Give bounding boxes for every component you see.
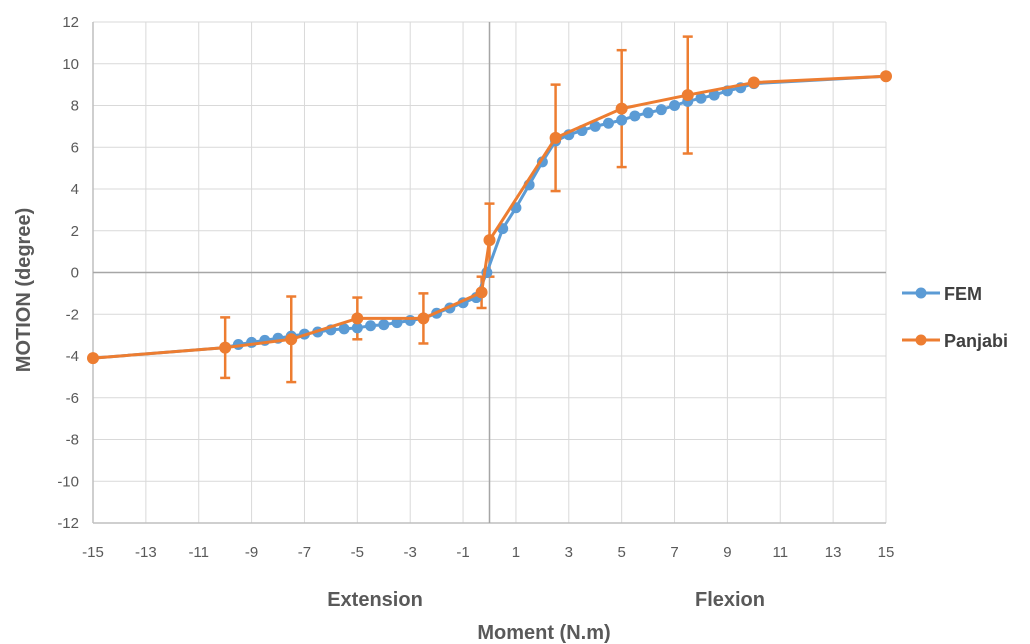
x-tick-label: 11 (772, 544, 788, 561)
y-axis-title: MOTION (degree) (13, 208, 35, 372)
x-tick-label: -15 (82, 544, 104, 561)
legend: FEM Panjabi (902, 284, 1008, 351)
x-tick-label: -9 (245, 544, 258, 561)
fem-point (365, 320, 377, 332)
y-tick-label: 0 (71, 265, 79, 282)
y-tick-label: -10 (57, 473, 79, 490)
legend-label-panjabi: Panjabi (944, 331, 1008, 351)
y-axis-tick-labels: -12 -10 -8 -6 -4 -2 0 2 4 6 8 10 12 (57, 14, 79, 532)
y-tick-label: 12 (62, 14, 79, 31)
x-tick-label: 9 (723, 544, 731, 561)
panjabi-point (615, 102, 628, 115)
x-tick-label: 3 (565, 544, 573, 561)
panjabi-point (417, 312, 430, 325)
y-tick-label: 6 (71, 139, 79, 156)
fem-point (695, 92, 707, 104)
y-tick-label: 8 (71, 98, 79, 115)
x-tick-label: -3 (404, 544, 417, 561)
fem-point (602, 117, 614, 129)
panjabi-point (880, 70, 892, 83)
fem-point (669, 100, 681, 111)
extension-label: Extension (327, 589, 423, 611)
x-tick-label: -7 (298, 544, 311, 561)
panjabi-point (219, 341, 232, 354)
fem-point (378, 319, 390, 331)
y-tick-label: -4 (66, 348, 79, 365)
y-tick-label: 2 (71, 223, 79, 240)
legend-marker-fem (915, 287, 927, 299)
x-tick-label: 15 (878, 544, 895, 561)
panjabi-point (549, 131, 562, 144)
x-tick-label: 1 (512, 544, 520, 561)
panjabi-point (285, 333, 298, 346)
y-tick-label: 4 (71, 181, 79, 198)
fem-point (338, 323, 350, 335)
panjabi-point (351, 312, 364, 325)
x-axis-title: Moment (N.m) (477, 622, 610, 644)
panjabi-point (483, 234, 496, 247)
legend-item-fem: FEM (902, 284, 982, 304)
panjabi-point (87, 352, 99, 365)
flexion-label: Flexion (695, 589, 765, 611)
y-tick-label: -2 (66, 306, 79, 323)
y-tick-label: 10 (62, 56, 79, 73)
x-tick-label: -1 (456, 544, 469, 561)
series-panjabi (87, 70, 892, 365)
panjabi-point (681, 89, 694, 102)
fem-point (642, 107, 654, 119)
x-tick-label: 13 (825, 544, 842, 561)
x-tick-label: -5 (351, 544, 364, 561)
fem-point (708, 89, 720, 101)
legend-marker-panjabi (915, 334, 927, 346)
x-tick-label: -11 (188, 544, 209, 561)
panjabi-line (92, 74, 887, 360)
panjabi-point (747, 76, 760, 89)
fem-point (589, 120, 601, 132)
fem-point (351, 322, 363, 334)
fem-point (404, 315, 416, 327)
fem-point (655, 104, 667, 116)
x-tick-label: -13 (135, 544, 157, 561)
fem-point (616, 114, 628, 126)
y-tick-label: -12 (57, 515, 79, 532)
panjabi-point (475, 286, 488, 299)
x-axis-tick-labels: -15 -13 -11 -9 -7 -5 -3 -1 1 3 5 7 9 11 13 15 (82, 544, 894, 561)
y-tick-label: -8 (66, 432, 79, 449)
legend-item-panjabi: Panjabi (902, 331, 1008, 351)
x-tick-label: 5 (617, 544, 625, 561)
y-tick-label: -6 (66, 390, 79, 407)
fem-point (629, 110, 641, 122)
x-tick-label: 7 (670, 544, 678, 561)
legend-label-fem: FEM (944, 284, 982, 304)
series (87, 35, 892, 384)
